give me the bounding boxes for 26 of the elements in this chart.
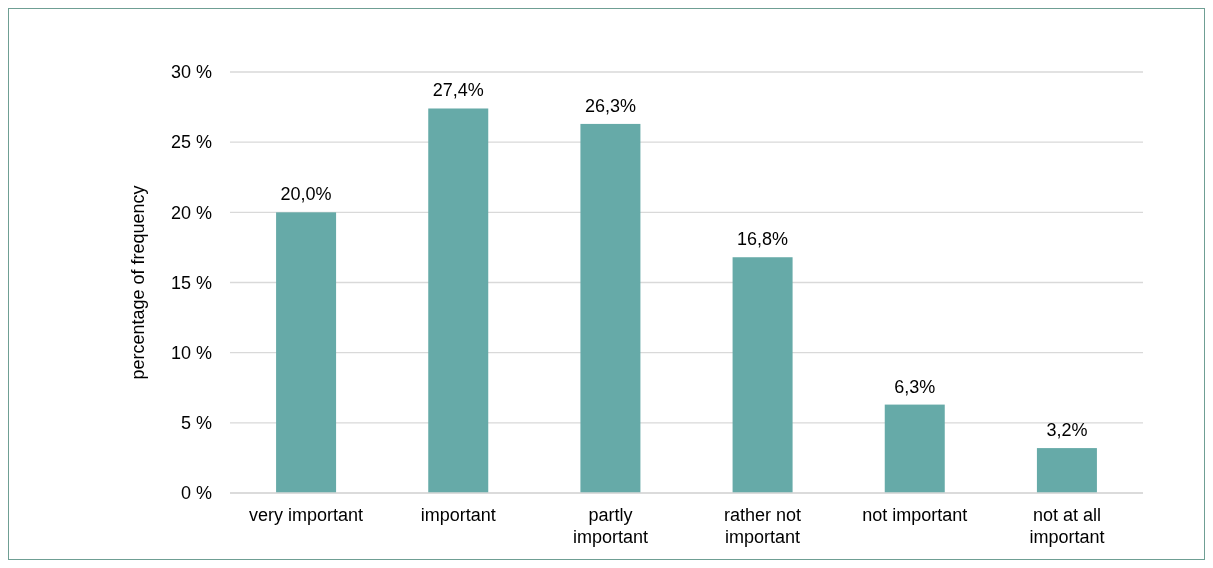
y-axis-title: percentage of frequency	[128, 185, 148, 380]
bar	[428, 108, 489, 493]
bar	[884, 404, 945, 493]
bar	[1036, 448, 1097, 493]
data-label: 3,2%	[1046, 420, 1088, 441]
bar	[732, 257, 793, 493]
x-tick-label: not at all important	[1029, 505, 1105, 547]
data-label: 27,4%	[432, 80, 484, 101]
y-tick-label: 20 %	[170, 202, 212, 223]
x-tick-label: partly important	[572, 505, 648, 547]
y-tick-label: 15 %	[170, 272, 212, 293]
data-label: 26,3%	[584, 95, 636, 116]
y-tick-label: 30 %	[170, 62, 212, 83]
y-tick-label: 0 %	[180, 483, 212, 504]
y-tick-label: 10 %	[170, 342, 212, 363]
data-label: 20,0%	[280, 184, 332, 205]
data-label: 6,3%	[894, 376, 936, 397]
y-tick-label: 25 %	[170, 132, 212, 153]
x-tick-label: very important	[249, 505, 364, 525]
data-label: 16,8%	[737, 229, 789, 250]
bar	[580, 123, 641, 493]
x-tick-label: important	[420, 505, 496, 525]
y-tick-label: 5 %	[180, 413, 212, 434]
x-tick-label: not important	[862, 505, 968, 525]
x-tick-label: rather not important	[724, 505, 802, 547]
bar	[276, 212, 337, 493]
